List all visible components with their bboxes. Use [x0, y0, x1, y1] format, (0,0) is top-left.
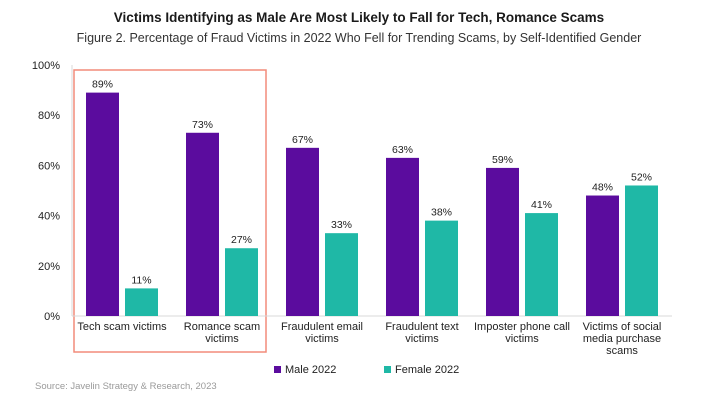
- y-tick-label: 0%: [44, 311, 60, 323]
- y-tick-label: 40%: [38, 211, 60, 223]
- highlight-box: [73, 69, 267, 353]
- bar: [325, 233, 358, 316]
- data-label: 67%: [292, 134, 313, 146]
- legend-label: Male 2022: [285, 364, 336, 376]
- category-label: Tech scam victims: [77, 321, 167, 333]
- category-label: Victims of social media purchase scams: [583, 321, 662, 357]
- category-label-line: Fraudulent text: [385, 321, 458, 333]
- data-label: 33%: [331, 219, 352, 231]
- bar: [286, 147, 319, 316]
- chart-subtitle: Figure 2. Percentage of Fraud Victims in…: [77, 31, 642, 45]
- data-label: 48%: [592, 182, 613, 194]
- category-label-line: scams: [606, 345, 638, 357]
- bar: [386, 157, 419, 316]
- bar: [625, 185, 658, 316]
- y-tick-label: 80%: [38, 110, 60, 122]
- legend-label: Female 2022: [395, 364, 459, 376]
- category-label-line: media purchase: [583, 333, 661, 345]
- bar: [425, 220, 458, 316]
- bar: [86, 92, 119, 316]
- chart-title: Victims Identifying as Male Are Most Lik…: [114, 10, 604, 25]
- category-label-line: Romance scam: [184, 321, 260, 333]
- category-label-line: victims: [505, 333, 539, 345]
- category-label-line: Fraudulent email: [281, 321, 363, 333]
- bar: [186, 132, 219, 316]
- y-tick-label: 100%: [32, 60, 60, 72]
- bar: [125, 288, 158, 316]
- data-label: 38%: [431, 207, 452, 219]
- data-label: 73%: [192, 119, 213, 131]
- category-label-line: Imposter phone call: [474, 321, 570, 333]
- data-label: 52%: [631, 171, 652, 183]
- category-label: Fraudulent text victims: [385, 321, 458, 345]
- data-label: 41%: [531, 199, 552, 211]
- legend-swatch: [274, 366, 281, 373]
- y-tick-label: 20%: [38, 261, 60, 273]
- category-label: Fraudulent email victims: [281, 321, 363, 345]
- data-label: 11%: [131, 274, 151, 286]
- data-label: 59%: [492, 154, 513, 166]
- category-label: Romance scam victims: [184, 321, 260, 345]
- category-labels: Tech scam victims Romance scam victimsFrau…: [77, 321, 661, 357]
- data-label: 63%: [392, 144, 413, 156]
- category-label-line: victims: [205, 333, 239, 345]
- category-label-line: Tech scam victims: [77, 321, 167, 333]
- bar: [486, 167, 519, 316]
- bar: [586, 195, 619, 316]
- data-label: 27%: [231, 234, 252, 246]
- category-label-line: Victims of social: [583, 321, 662, 333]
- bar: [525, 213, 558, 316]
- bars: 89% 11% 73% 27% 67% 33% 63% 38% 59% 41% 48% 52%: [86, 79, 658, 316]
- bar: [225, 248, 258, 316]
- legend: Male 2022 Female 2022: [274, 364, 459, 376]
- category-label: Imposter phone call victims: [474, 321, 570, 345]
- legend-swatch: [384, 366, 391, 373]
- highlight-layer: [73, 69, 267, 353]
- category-label-line: victims: [405, 333, 439, 345]
- category-label-line: victims: [305, 333, 339, 345]
- y-tick-label: 60%: [38, 160, 60, 172]
- y-axis: 0% 20% 40% 60% 80% 100%: [32, 60, 672, 323]
- data-label: 89%: [92, 79, 113, 91]
- source-note: Source: Javelin Strategy & Research, 202…: [35, 381, 217, 392]
